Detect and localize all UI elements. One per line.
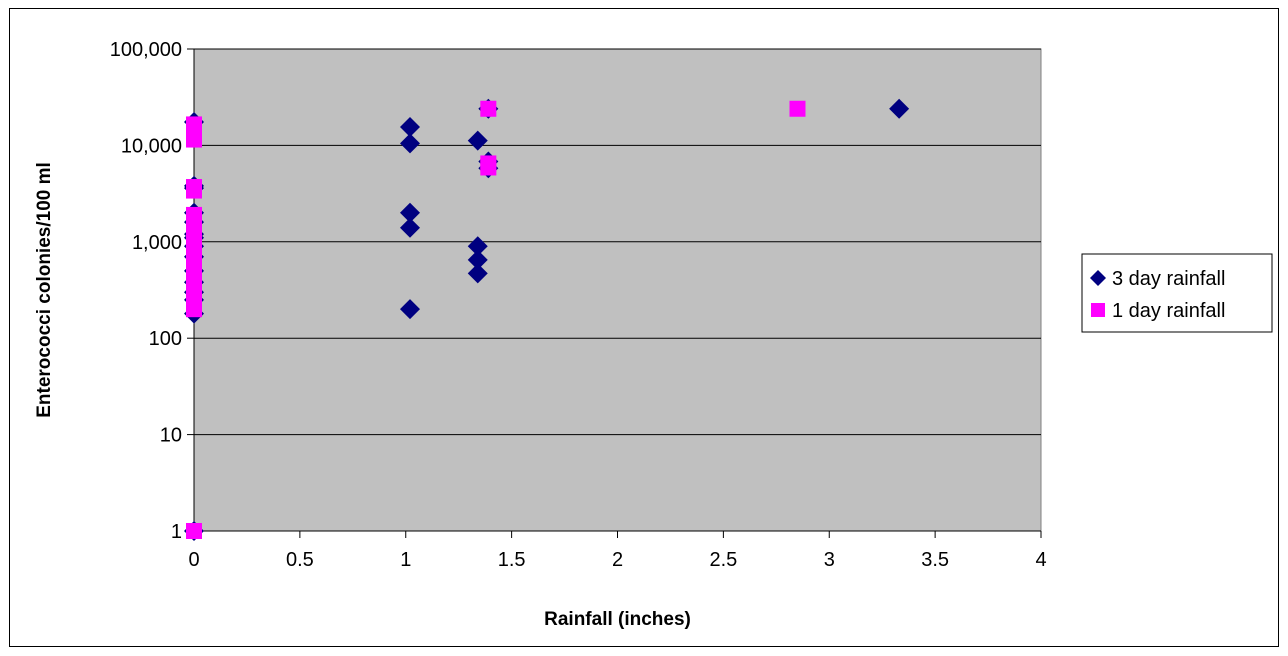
data-point-1-day [480, 100, 497, 117]
data-point-3-day [399, 217, 420, 238]
legend-label: 1 day rainfall [1112, 300, 1225, 322]
data-point-3-day [399, 117, 420, 138]
data-point-1-day [789, 100, 806, 117]
data-point-3-day [399, 299, 420, 320]
x-tick-label: 4 [1035, 549, 1046, 571]
y-tick-label: 1,000 [132, 232, 182, 254]
data-point-3-day [399, 202, 420, 223]
y-axis-title: Enterococci colonies/100 ml [34, 162, 55, 418]
x-tick-label: 2 [612, 549, 623, 571]
x-tick-label: 1 [400, 549, 411, 571]
x-tick-label: 3 [824, 549, 835, 571]
data-point-3-day [467, 236, 488, 257]
y-tick-label: 100 [149, 328, 182, 350]
x-tick-label: 2.5 [709, 549, 737, 571]
legend-box [1081, 253, 1273, 333]
data-point-3-day [399, 133, 420, 154]
data-point-3-day [889, 98, 910, 119]
x-axis-title: Rainfall (inches) [544, 609, 691, 630]
legend-marker-square [1091, 303, 1105, 317]
x-tick-label: 1.5 [498, 549, 526, 571]
data-points [184, 98, 910, 541]
legend-label: 3 day rainfall [1112, 268, 1225, 290]
legend: 3 day rainfall 1 day rainfall [1081, 253, 1273, 333]
data-point-1-day [186, 523, 202, 539]
data-point-1-day [186, 131, 202, 148]
x-tick-label: 0 [188, 549, 199, 571]
chart-frame: 1 10 100 1,000 10,000 100,000 0 0.5 1 1.5 2 2.5 3 3.… [9, 8, 1279, 647]
y-tick-label: 1 [171, 521, 182, 543]
y-tick-label: 10,000 [121, 135, 182, 157]
data-point-1-day [186, 301, 202, 318]
y-tick-labels: 1 10 100 1,000 10,000 100,000 [110, 39, 182, 543]
x-tick-label: 3.5 [921, 549, 949, 571]
legend-marker-diamond [1090, 270, 1106, 286]
plot-area [193, 48, 1042, 532]
x-tick-label: 0.5 [286, 549, 314, 571]
x-tick-labels: 0 0.5 1 1.5 2 2.5 3 3.5 4 [188, 549, 1046, 571]
data-point-3-day [467, 263, 488, 284]
data-point-3-day [467, 130, 488, 151]
data-point-1-day [480, 159, 497, 176]
scatter-chart: 1 10 100 1,000 10,000 100,000 0 0.5 1 1.5 2 2.5 3 3.… [34, 39, 1273, 630]
data-point-3-day [467, 249, 488, 270]
y-tick-label: 100,000 [110, 39, 182, 61]
y-tick-label: 10 [160, 425, 182, 447]
data-point-1-day [186, 182, 202, 199]
